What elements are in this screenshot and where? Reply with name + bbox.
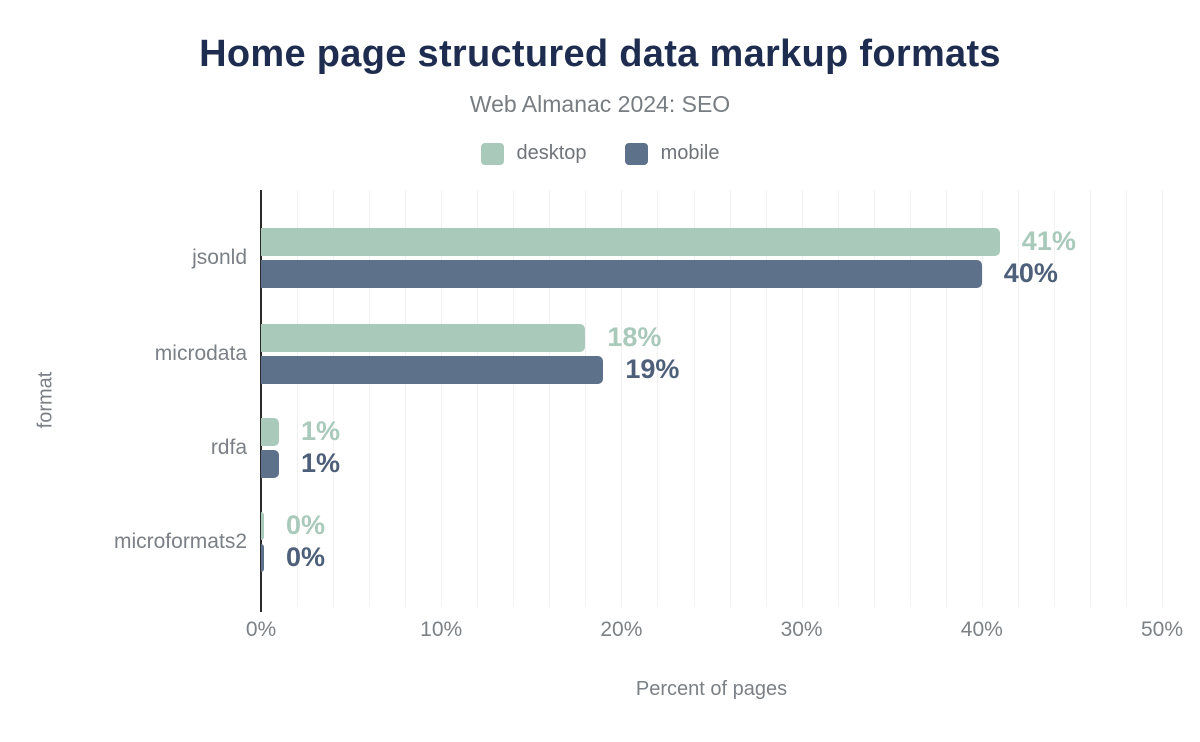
bar-desktop-rdfa bbox=[261, 418, 279, 446]
x-tick-label-30pct: 30% bbox=[780, 618, 823, 641]
gridline bbox=[729, 190, 731, 607]
gridline bbox=[873, 190, 875, 607]
category-label-rdfa: rdfa bbox=[210, 436, 247, 459]
legend-swatch-desktop bbox=[480, 142, 504, 165]
gridline bbox=[981, 190, 983, 607]
legend-swatch-mobile bbox=[624, 142, 648, 165]
x-axis-ticks: 0% 10% 20% 30% 40% 50% bbox=[246, 618, 1183, 644]
gridline bbox=[477, 190, 479, 607]
gridline bbox=[693, 190, 695, 607]
chart-subtitle: Web Almanac 2024: SEO bbox=[469, 91, 731, 117]
gridline bbox=[801, 190, 803, 607]
bar-group-jsonld: 41% 40% bbox=[261, 225, 1162, 288]
value-label-mobile-jsonld: 40% bbox=[1003, 257, 1058, 288]
gridline bbox=[441, 190, 443, 607]
bar-mobile-microdata bbox=[261, 356, 604, 384]
gridline bbox=[549, 190, 551, 607]
plot-area: 41% 40% 18% 19% 1% 1% 0% 0% bbox=[260, 190, 1163, 612]
gridline bbox=[369, 190, 371, 607]
value-label-desktop-jsonld: 41% bbox=[1021, 225, 1076, 256]
gridline bbox=[333, 190, 335, 607]
gridline bbox=[765, 190, 767, 607]
legend-label: mobile bbox=[660, 142, 720, 164]
bar-desktop-microdata bbox=[261, 324, 586, 352]
category-label-microformats2: microformats2 bbox=[113, 530, 247, 553]
bar-group-microdata: 18% 19% bbox=[261, 321, 1162, 384]
legend-label: desktop bbox=[516, 142, 587, 164]
legend-item-desktop: desktop bbox=[480, 142, 587, 165]
gridline bbox=[513, 190, 515, 607]
gridline bbox=[1089, 190, 1091, 607]
x-axis-title: Percent of pages bbox=[635, 678, 788, 700]
gridline bbox=[297, 190, 298, 607]
value-label-desktop-microdata: 18% bbox=[607, 321, 662, 352]
bar-mobile-rdfa bbox=[261, 450, 279, 478]
y-axis-title: format bbox=[34, 371, 57, 429]
x-tick-label-40pct: 40% bbox=[960, 618, 1003, 641]
gridline bbox=[657, 190, 659, 607]
value-label-mobile-microdata: 19% bbox=[625, 353, 680, 384]
x-tick-label-10pct: 10% bbox=[420, 618, 463, 641]
value-label-desktop-rdfa: 1% bbox=[301, 415, 341, 446]
x-tick-label-20pct: 20% bbox=[600, 618, 643, 641]
legend: desktop mobile bbox=[0, 142, 1200, 165]
bar-desktop-microformats2 bbox=[261, 512, 264, 540]
x-tick-label-50pct: 50% bbox=[1140, 618, 1184, 641]
legend-item-mobile: mobile bbox=[624, 142, 720, 165]
gridline bbox=[837, 190, 839, 607]
bar-desktop-jsonld bbox=[261, 228, 1000, 256]
value-label-mobile-rdfa: 1% bbox=[301, 447, 341, 478]
gridline bbox=[1126, 190, 1127, 607]
y-axis-line bbox=[260, 190, 262, 612]
category-label-jsonld: jsonld bbox=[192, 246, 247, 269]
gridline bbox=[1053, 190, 1055, 607]
bar-group-microformats2: 0% 0% bbox=[261, 509, 1162, 572]
bar-mobile-microformats2 bbox=[261, 544, 264, 572]
category-label-microdata: microdata bbox=[154, 342, 247, 365]
gridline bbox=[405, 190, 407, 607]
bar-mobile-jsonld bbox=[261, 260, 982, 288]
gridline bbox=[945, 190, 947, 607]
value-label-desktop-microformats2: 0% bbox=[286, 509, 326, 540]
gridline bbox=[621, 190, 623, 607]
gridline bbox=[1017, 190, 1019, 607]
gridline bbox=[585, 190, 587, 607]
x-tick-label-0pct: 0% bbox=[245, 618, 277, 641]
gridline bbox=[909, 190, 911, 607]
bar-group-rdfa: 1% 1% bbox=[261, 415, 1162, 478]
value-label-mobile-microformats2: 0% bbox=[286, 541, 326, 572]
gridline bbox=[1162, 190, 1163, 607]
chart-title: Home page structured data markup formats bbox=[199, 33, 1001, 75]
